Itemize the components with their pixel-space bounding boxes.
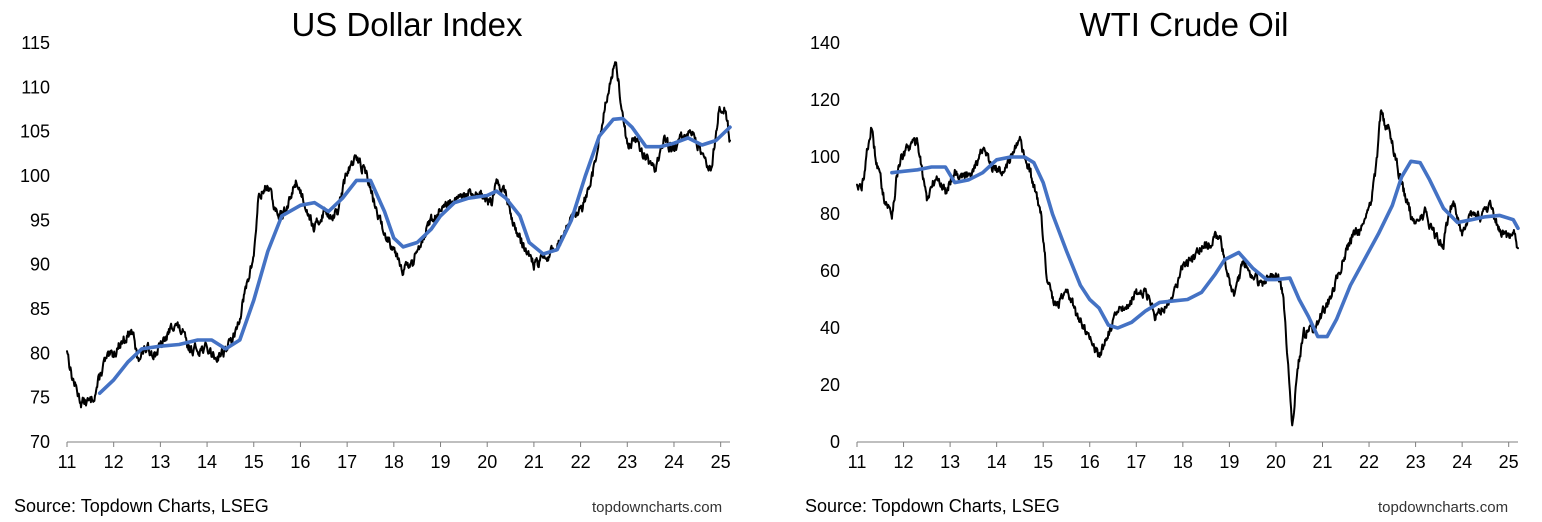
x-tick-label: 17	[1126, 452, 1146, 472]
x-tick-label: 23	[1406, 452, 1426, 472]
chart-title: US Dollar Index	[291, 6, 523, 43]
x-tick-label: 12	[104, 452, 124, 472]
y-tick-label: 60	[820, 261, 840, 281]
chart-panel-wti: WTI Crude Oil 0 20 40 60 80 100 120 140 11 12 13 14…	[790, 0, 1542, 522]
chart-panel-usd: US Dollar Index 70 75 80 85 90 95 100 105 110 115…	[14, 6, 732, 516]
x-tick-label: 12	[894, 452, 914, 472]
x-tick-label: 22	[1359, 452, 1379, 472]
x-tick-label: 20	[477, 452, 497, 472]
source-note: Source: Topdown Charts, LSEG	[14, 496, 269, 516]
x-tick-label: 15	[1033, 452, 1053, 472]
y-tick-label: 40	[820, 318, 840, 338]
x-tick-label: 21	[524, 452, 544, 472]
x-tick-label: 25	[711, 452, 731, 472]
x-tick-label: 20	[1266, 452, 1286, 472]
plot-area: 0 20 40 60 80 100 120 140 11 12 13 14 15 16 17 18 19 20 21…	[810, 33, 1520, 472]
y-tick-label: 120	[810, 90, 840, 110]
plot-area: 70 75 80 85 90 95 100 105 110 115 11 12 13 14 15 16 17 18…	[20, 33, 732, 472]
x-tick-label: 14	[987, 452, 1007, 472]
y-tick-label: 80	[820, 204, 840, 224]
y-tick-label: 85	[30, 299, 50, 319]
x-tick-label: 23	[617, 452, 637, 472]
y-tick-label: 100	[810, 147, 840, 167]
x-tick-label: 24	[664, 452, 684, 472]
price-series-line	[856, 109, 1519, 427]
source-note: Source: Topdown Charts, LSEG	[805, 496, 1060, 516]
x-tick-label: 16	[1080, 452, 1100, 472]
y-tick-label: 70	[30, 432, 50, 452]
y-tick-label: 0	[830, 432, 840, 452]
y-tick-label: 105	[20, 122, 50, 142]
x-tick-label: 11	[58, 452, 77, 472]
y-tick-label: 80	[30, 343, 50, 363]
brand-watermark: topdowncharts.com	[592, 499, 723, 516]
chart-svg-usd: US Dollar Index 70 75 80 85 90 95 100 105 110 115…	[20, 6, 732, 472]
chart-title: WTI Crude Oil	[1079, 6, 1288, 43]
x-tick-label: 19	[431, 452, 451, 472]
y-tick-label: 110	[21, 77, 50, 97]
x-tick-label: 11	[848, 452, 867, 472]
brand-watermark: topdowncharts.com	[1378, 499, 1509, 516]
x-tick-label: 18	[1173, 452, 1193, 472]
y-tick-label: 140	[810, 33, 840, 53]
x-tick-label: 13	[150, 452, 170, 472]
price-series-line	[66, 61, 731, 409]
average-series-line	[890, 155, 1520, 339]
x-tick-label: 25	[1499, 452, 1519, 472]
x-tick-label: 17	[337, 452, 357, 472]
y-tick-label: 100	[20, 166, 50, 186]
y-tick-label: 95	[30, 210, 50, 230]
chart-svg-wti: WTI Crude Oil 0 20 40 60 80 100 120 140 11 12 13 14…	[810, 6, 1520, 472]
x-tick-label: 15	[244, 452, 264, 472]
x-tick-label: 16	[290, 452, 310, 472]
x-tick-label: 14	[197, 452, 217, 472]
average-series-line	[97, 116, 732, 395]
x-tick-label: 21	[1312, 452, 1332, 472]
x-tick-label: 19	[1219, 452, 1239, 472]
x-tick-label: 24	[1452, 452, 1472, 472]
x-tick-label: 18	[384, 452, 404, 472]
y-tick-label: 75	[30, 388, 50, 408]
y-tick-label: 90	[30, 255, 50, 275]
x-tick-label: 13	[940, 452, 960, 472]
x-tick-label: 22	[571, 452, 591, 472]
y-tick-label: 115	[21, 33, 50, 53]
y-tick-label: 20	[820, 375, 840, 395]
